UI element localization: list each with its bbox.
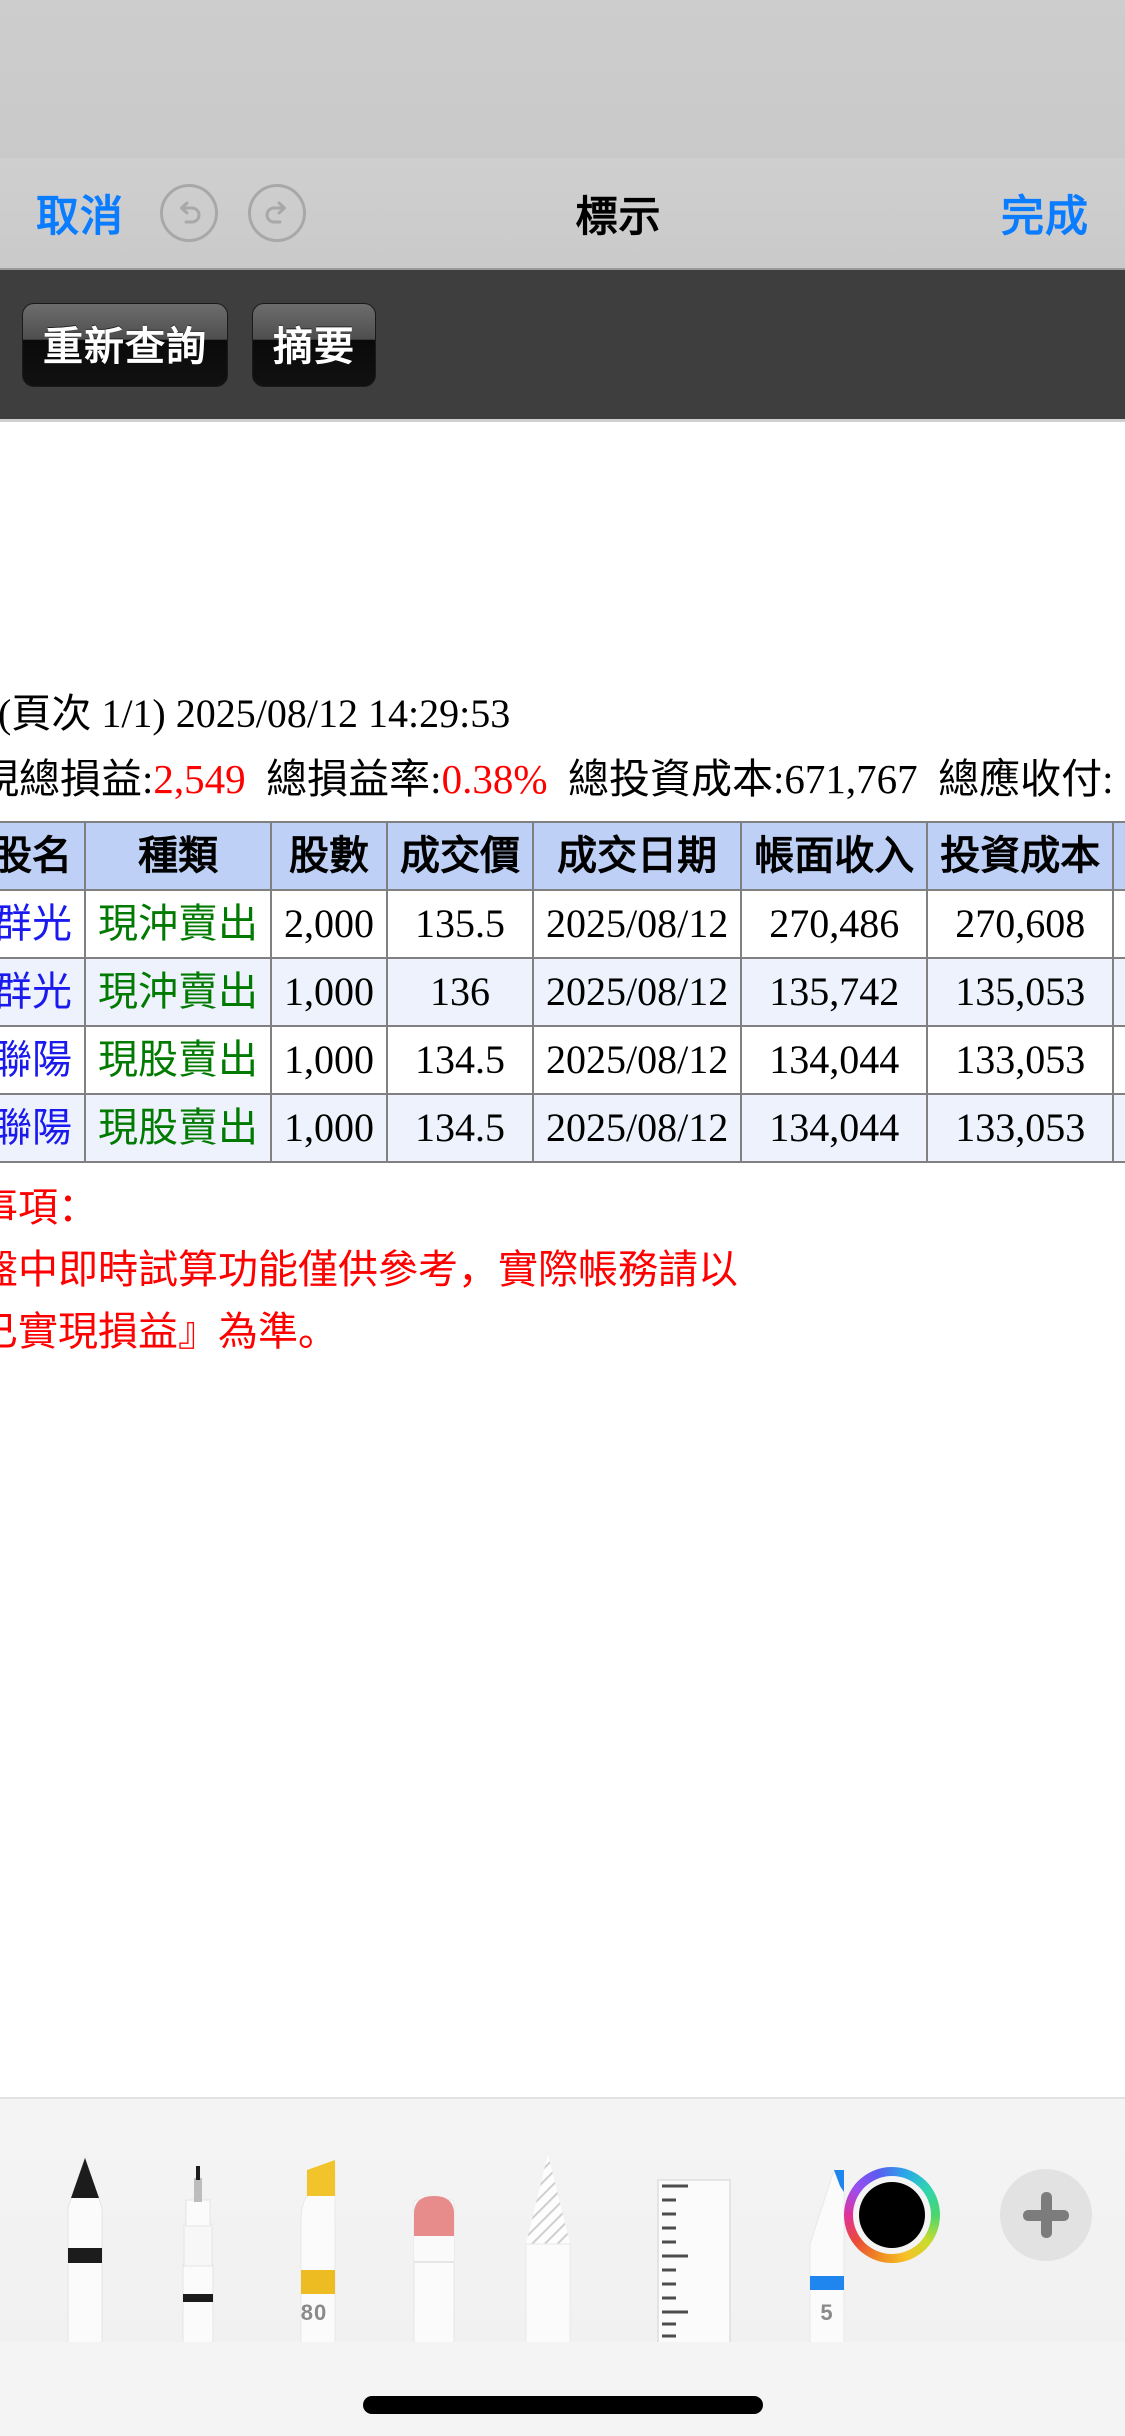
cell-cost: 135,053 [926, 957, 1115, 1028]
cancel-button[interactable]: 取消 [36, 193, 124, 241]
col-header-price: 成交價 [386, 821, 534, 892]
eraser-tool[interactable] [392, 2152, 474, 2344]
status-bar [0, 0, 1125, 158]
table-row: 聯陽 現股賣出 1,000 134.5 2025/08/12 134,044 133,053… [0, 1093, 1125, 1164]
table-body: 群光 現沖賣出 2,000 135.5 2025/08/12 270,486 270,608… [0, 889, 1125, 1164]
cell-stock-name: 群光 [0, 889, 86, 960]
fine-pen-tool[interactable] [158, 2152, 236, 2344]
cell-shares: 2,000 [270, 889, 388, 960]
cell-price: 135.5 [386, 889, 534, 960]
markup-title: 標示 [575, 192, 662, 240]
cell-cost: 270,608 [926, 889, 1115, 960]
pen-tool[interactable] [46, 2152, 124, 2344]
selected-color-swatch [859, 2182, 925, 2248]
col-header-shares: 股數 [270, 821, 388, 892]
plus-icon-vertical [1040, 2192, 1052, 2238]
col-header-cost: 投資成本 [926, 821, 1115, 892]
highlighter-tool[interactable]: 80 [274, 2152, 354, 2344]
blue-pen-size-label: 5 [820, 2300, 834, 2325]
total-cost-value: 671,767 [784, 756, 918, 802]
col-header-income: 帳面收入 [740, 821, 929, 892]
cell-shares: 1,000 [270, 1093, 388, 1164]
cell-date: 2025/08/12 [531, 957, 743, 1028]
cell-shares: 1,000 [270, 957, 388, 1028]
cell-income: 134,044 [740, 1093, 929, 1164]
cell-price: 134.5 [386, 1093, 534, 1164]
cell-profit-loss: 991 [1112, 1025, 1125, 1096]
redo-icon[interactable] [248, 184, 306, 242]
total-pl-rate-label: 總損益率: [266, 756, 442, 802]
cell-cost: 133,053 [926, 1025, 1115, 1096]
cell-income: 135,742 [740, 957, 929, 1028]
cell-stock-name: 聯陽 [0, 1025, 86, 1096]
done-button[interactable]: 完成 [1001, 193, 1089, 241]
col-header-kind: 種類 [84, 821, 272, 892]
cell-price: 134.5 [386, 1025, 534, 1096]
cell-profit-loss: 689 [1112, 957, 1125, 1028]
report-meta: 4(頁次 1/1) 2025/08/12 14:29:53 [0, 691, 511, 736]
blue-pen-tool[interactable]: 5 [792, 2152, 862, 2344]
cell-trade-kind: 現股賣出 [84, 1025, 272, 1096]
cell-trade-kind: 現沖賣出 [84, 889, 272, 960]
undo-redo-group [160, 184, 306, 242]
home-indicator-area [0, 2342, 1125, 2436]
transactions-table: 股名 種類 股數 成交價 成交日期 帳面收入 投資成本 損益 群光現沖賣出2,0… [0, 821, 1125, 1164]
cell-profit-loss: 991 [1112, 1093, 1125, 1164]
note-line-1: 事項： [0, 1185, 98, 1231]
report-document: 4(頁次 1/1) 2025/08/12 14:29:53 現總損益:2,549… [0, 690, 1125, 1363]
undo-icon[interactable] [160, 184, 218, 242]
cell-shares: 1,000 [270, 1025, 388, 1096]
pencil-tool[interactable] [508, 2152, 588, 2344]
color-wheel-ring [853, 2176, 931, 2254]
total-pl-value: 2,549 [153, 756, 246, 802]
color-wheel-button[interactable] [844, 2167, 940, 2263]
markup-toolbar: 取消 標示 完成 [0, 158, 1125, 270]
table-row: 群光現沖賣出1,0001362025/08/12135,742135,05368… [0, 957, 1125, 1028]
report-summary: 現總損益:2,549 總損益率:0.38% 總投資成本:671,767 總應收付… [0, 754, 1125, 805]
highlighter-opacity-label: 80 [300, 2300, 328, 2325]
note-line-2: 盤中即時試算功能僅供參考，實際帳務請以 [0, 1247, 738, 1293]
summary-button[interactable]: 摘要 [252, 302, 376, 387]
table-header-row: 股名 種類 股數 成交價 成交日期 帳面收入 投資成本 損益 [0, 821, 1125, 892]
cell-trade-kind: 現沖賣出 [84, 957, 272, 1028]
table-row: 聯陽 現股賣出 1,000 134.5 2025/08/12 134,044 133,053… [0, 1025, 1125, 1096]
cell-date: 2025/08/12 [531, 889, 743, 960]
cell-date: 2025/08/12 [531, 1025, 743, 1096]
requery-button[interactable]: 重新查詢 [22, 302, 228, 387]
total-pl-rate-value: 0.38% [441, 756, 548, 802]
col-header-date: 成交日期 [531, 821, 743, 892]
disclaimer-notes: 事項： 盤中即時試算功能僅供參考，實際帳務請以 已實現損益』為準。 [0, 1177, 1125, 1363]
col-header-name: 股名 [0, 821, 86, 892]
cell-stock-name: 群光 [0, 957, 86, 1028]
note-line-3: 已實現損益』為準。 [0, 1309, 338, 1355]
table-row: 群光 現沖賣出 2,000 135.5 2025/08/12 270,486 270,608… [0, 889, 1125, 960]
web-content: 4(頁次 1/1) 2025/08/12 14:29:53 現總損益:2,549… [0, 425, 1125, 2097]
cell-profit-loss: -122 [1112, 889, 1125, 960]
total-pl-label: 現總損益: [0, 756, 154, 802]
markup-tool-palette: 80 [0, 2097, 1125, 2347]
add-tool-button[interactable] [1000, 2169, 1092, 2261]
home-indicator[interactable] [362, 2396, 763, 2414]
app-toolbar: 重新查詢 摘要 [0, 270, 1125, 422]
cell-income: 134,044 [740, 1025, 929, 1096]
col-header-pl: 損益 [1112, 821, 1125, 892]
cell-price: 136 [386, 957, 534, 1028]
ruler-tool[interactable] [648, 2152, 738, 2344]
cell-income: 270,486 [740, 889, 929, 960]
total-receivable-label: 總應收付: [938, 756, 1114, 802]
total-cost-label: 總投資成本: [567, 756, 785, 802]
cell-stock-name: 聯陽 [0, 1093, 86, 1164]
cell-date: 2025/08/12 [531, 1093, 743, 1164]
cell-trade-kind: 現股賣出 [84, 1093, 272, 1164]
cell-cost: 133,053 [926, 1093, 1115, 1164]
